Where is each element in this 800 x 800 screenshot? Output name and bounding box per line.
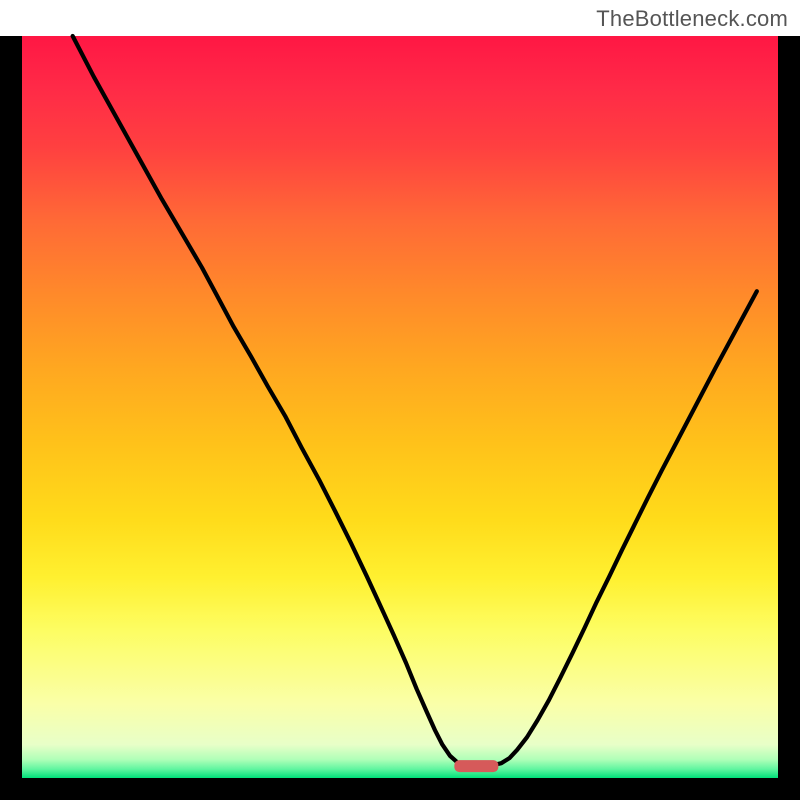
- bottleneck-chart: [0, 0, 800, 800]
- watermark-text: TheBottleneck.com: [596, 6, 788, 32]
- frame-left: [0, 36, 22, 800]
- chart-container: TheBottleneck.com: [0, 0, 800, 800]
- frame-bottom: [0, 778, 800, 800]
- plot-area: [0, 0, 800, 800]
- gradient-background: [22, 36, 778, 778]
- frame-right: [778, 36, 800, 800]
- optimal-marker: [454, 760, 498, 772]
